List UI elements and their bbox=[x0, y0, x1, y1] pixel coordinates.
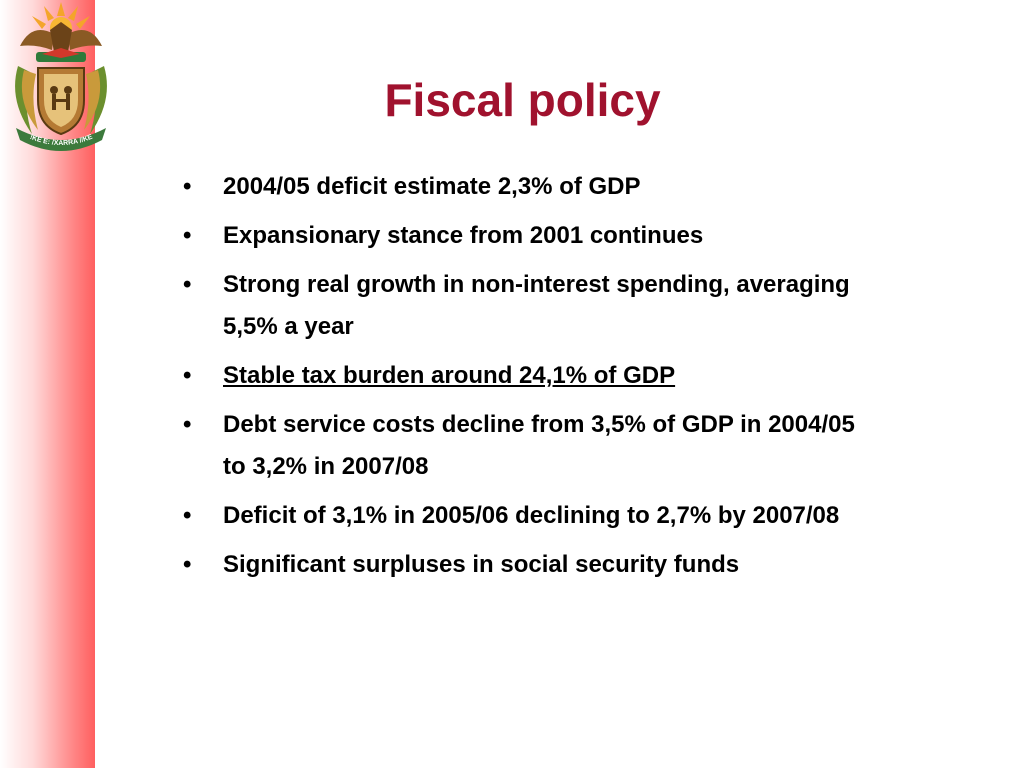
bullet-marker: • bbox=[183, 502, 192, 529]
bullet-text: Significant surpluses in social security… bbox=[223, 551, 740, 578]
coat-of-arms-icon: !KE E: /XARRA //KE bbox=[15, 2, 107, 151]
bullet-item: • Stable tax burden around 24,1% of GDP bbox=[183, 355, 883, 397]
bullet-text: Expansionary stance from 2001 continues bbox=[223, 222, 704, 249]
bullet-item: • Expansionary stance from 2001 continue… bbox=[183, 215, 883, 257]
red-gradient-side-bar bbox=[0, 0, 95, 768]
bullet-marker: • bbox=[183, 551, 192, 578]
bullet-marker: • bbox=[183, 362, 192, 389]
bullet-marker: • bbox=[183, 271, 192, 298]
bullet-item: • 2004/05 deficit estimate 2,3% of GDP bbox=[183, 166, 883, 208]
bullet-marker: • bbox=[183, 222, 192, 249]
bullet-text-underlined: Stable tax burden around 24,1% of GDP bbox=[223, 362, 676, 389]
slide-title: Fiscal policy bbox=[384, 74, 661, 126]
bullet-text: Debt service costs decline from 3,5% of … bbox=[223, 411, 855, 480]
bullet-marker: • bbox=[183, 173, 192, 200]
bullet-list: • 2004/05 deficit estimate 2,3% of GDP •… bbox=[183, 166, 883, 593]
bullet-marker: • bbox=[183, 411, 192, 438]
bullet-item: • Strong real growth in non-interest spe… bbox=[183, 264, 883, 348]
bullet-item: • Significant surpluses in social securi… bbox=[183, 544, 883, 586]
bullet-text: 2004/05 deficit estimate 2,3% of GDP bbox=[223, 173, 641, 200]
bullet-item: • Deficit of 3,1% in 2005/06 declining t… bbox=[183, 495, 883, 537]
bullet-text: Strong real growth in non-interest spend… bbox=[223, 271, 850, 340]
bullet-text: Deficit of 3,1% in 2005/06 declining to … bbox=[223, 502, 840, 529]
bullet-item: • Debt service costs decline from 3,5% o… bbox=[183, 404, 883, 488]
